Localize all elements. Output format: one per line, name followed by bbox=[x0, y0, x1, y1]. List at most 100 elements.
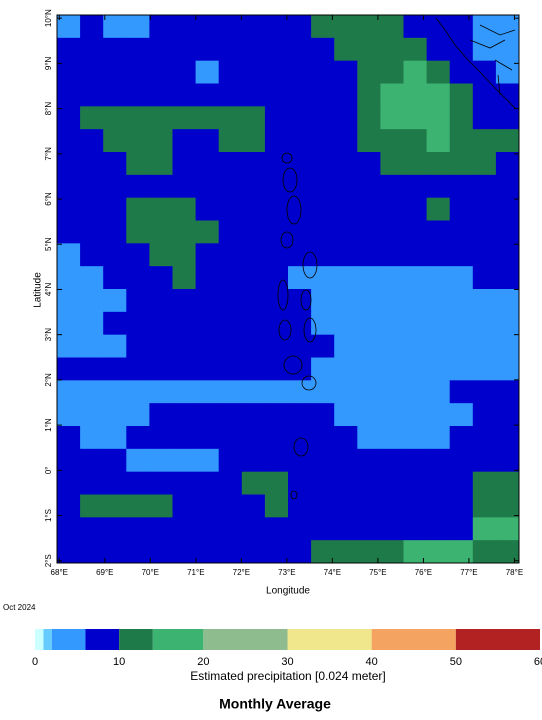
cell bbox=[472, 106, 497, 130]
cell bbox=[264, 517, 289, 541]
cell bbox=[103, 403, 127, 427]
cell bbox=[449, 380, 474, 404]
cell bbox=[264, 403, 289, 427]
cell bbox=[172, 471, 197, 495]
cell bbox=[334, 448, 358, 473]
cell bbox=[449, 60, 474, 84]
cell bbox=[264, 174, 289, 199]
cell bbox=[495, 311, 520, 336]
cell bbox=[449, 540, 474, 564]
cell bbox=[149, 60, 173, 84]
cell bbox=[288, 220, 312, 244]
cell bbox=[103, 243, 127, 267]
cell bbox=[357, 380, 381, 404]
cell bbox=[103, 266, 127, 290]
cell bbox=[334, 289, 358, 313]
cell bbox=[495, 357, 520, 381]
cell bbox=[495, 220, 520, 244]
cell bbox=[149, 471, 173, 495]
cell bbox=[126, 311, 150, 336]
cell bbox=[172, 311, 197, 336]
cell bbox=[80, 266, 104, 290]
cell bbox=[126, 266, 150, 290]
colorbar-tick-label: 40 bbox=[366, 656, 378, 668]
cell bbox=[472, 152, 497, 176]
cell bbox=[126, 220, 150, 244]
cell bbox=[288, 448, 312, 473]
y-tick-label: 0° bbox=[44, 466, 53, 474]
colorbar-segment bbox=[85, 629, 120, 650]
cell bbox=[149, 266, 173, 290]
cell bbox=[357, 311, 381, 336]
cell bbox=[288, 494, 312, 518]
cell bbox=[172, 289, 197, 313]
cell bbox=[149, 83, 173, 107]
cell bbox=[264, 243, 289, 267]
cell bbox=[288, 15, 312, 39]
atoll bbox=[301, 375, 317, 391]
cell bbox=[103, 426, 127, 450]
atoll bbox=[293, 437, 309, 457]
cell bbox=[334, 174, 358, 199]
atoll bbox=[286, 195, 302, 225]
cell bbox=[334, 403, 358, 427]
cell bbox=[80, 334, 104, 358]
cell bbox=[241, 448, 266, 473]
cell bbox=[334, 243, 358, 267]
cell bbox=[80, 494, 104, 518]
chart-title: Monthly Average bbox=[219, 696, 331, 712]
cell bbox=[126, 334, 150, 358]
cell bbox=[288, 380, 312, 404]
cell bbox=[264, 357, 289, 381]
cell bbox=[334, 426, 358, 450]
cell bbox=[357, 243, 381, 267]
cell bbox=[57, 289, 81, 313]
cell bbox=[195, 334, 220, 358]
cell bbox=[311, 380, 335, 404]
cell bbox=[495, 403, 520, 427]
cell bbox=[172, 83, 197, 107]
cell bbox=[241, 60, 266, 84]
cell bbox=[334, 266, 358, 290]
x-tick-label: 75°E bbox=[369, 568, 386, 577]
cell bbox=[57, 152, 81, 176]
cell bbox=[149, 243, 173, 267]
atoll bbox=[300, 289, 312, 311]
cell bbox=[218, 289, 243, 313]
cell bbox=[80, 540, 104, 564]
cell bbox=[218, 197, 243, 221]
cell bbox=[149, 129, 173, 153]
cell bbox=[311, 37, 335, 62]
cell bbox=[380, 243, 404, 267]
colorbar-segment bbox=[35, 629, 44, 650]
cell bbox=[218, 243, 243, 267]
cell bbox=[195, 357, 220, 381]
cell bbox=[126, 357, 150, 381]
cell bbox=[218, 403, 243, 427]
cell bbox=[103, 380, 127, 404]
cell bbox=[449, 311, 474, 336]
cell bbox=[426, 289, 451, 313]
cell bbox=[172, 540, 197, 564]
cell bbox=[172, 37, 197, 62]
cell bbox=[380, 448, 404, 473]
cell bbox=[195, 220, 220, 244]
cell bbox=[472, 426, 497, 450]
colorbar-segment bbox=[371, 629, 456, 650]
cell bbox=[241, 243, 266, 267]
cell bbox=[449, 448, 474, 473]
x-tick-label: 77°E bbox=[460, 568, 477, 577]
cell bbox=[80, 197, 104, 221]
cell bbox=[311, 494, 335, 518]
cell bbox=[426, 517, 451, 541]
cell bbox=[172, 357, 197, 381]
cell bbox=[380, 471, 404, 495]
cell bbox=[334, 357, 358, 381]
x-tick-label: 69°E bbox=[96, 568, 113, 577]
cell bbox=[426, 403, 451, 427]
cell bbox=[495, 266, 520, 290]
cell bbox=[241, 471, 266, 495]
cell bbox=[195, 311, 220, 336]
cell bbox=[472, 129, 497, 153]
cell bbox=[380, 403, 404, 427]
